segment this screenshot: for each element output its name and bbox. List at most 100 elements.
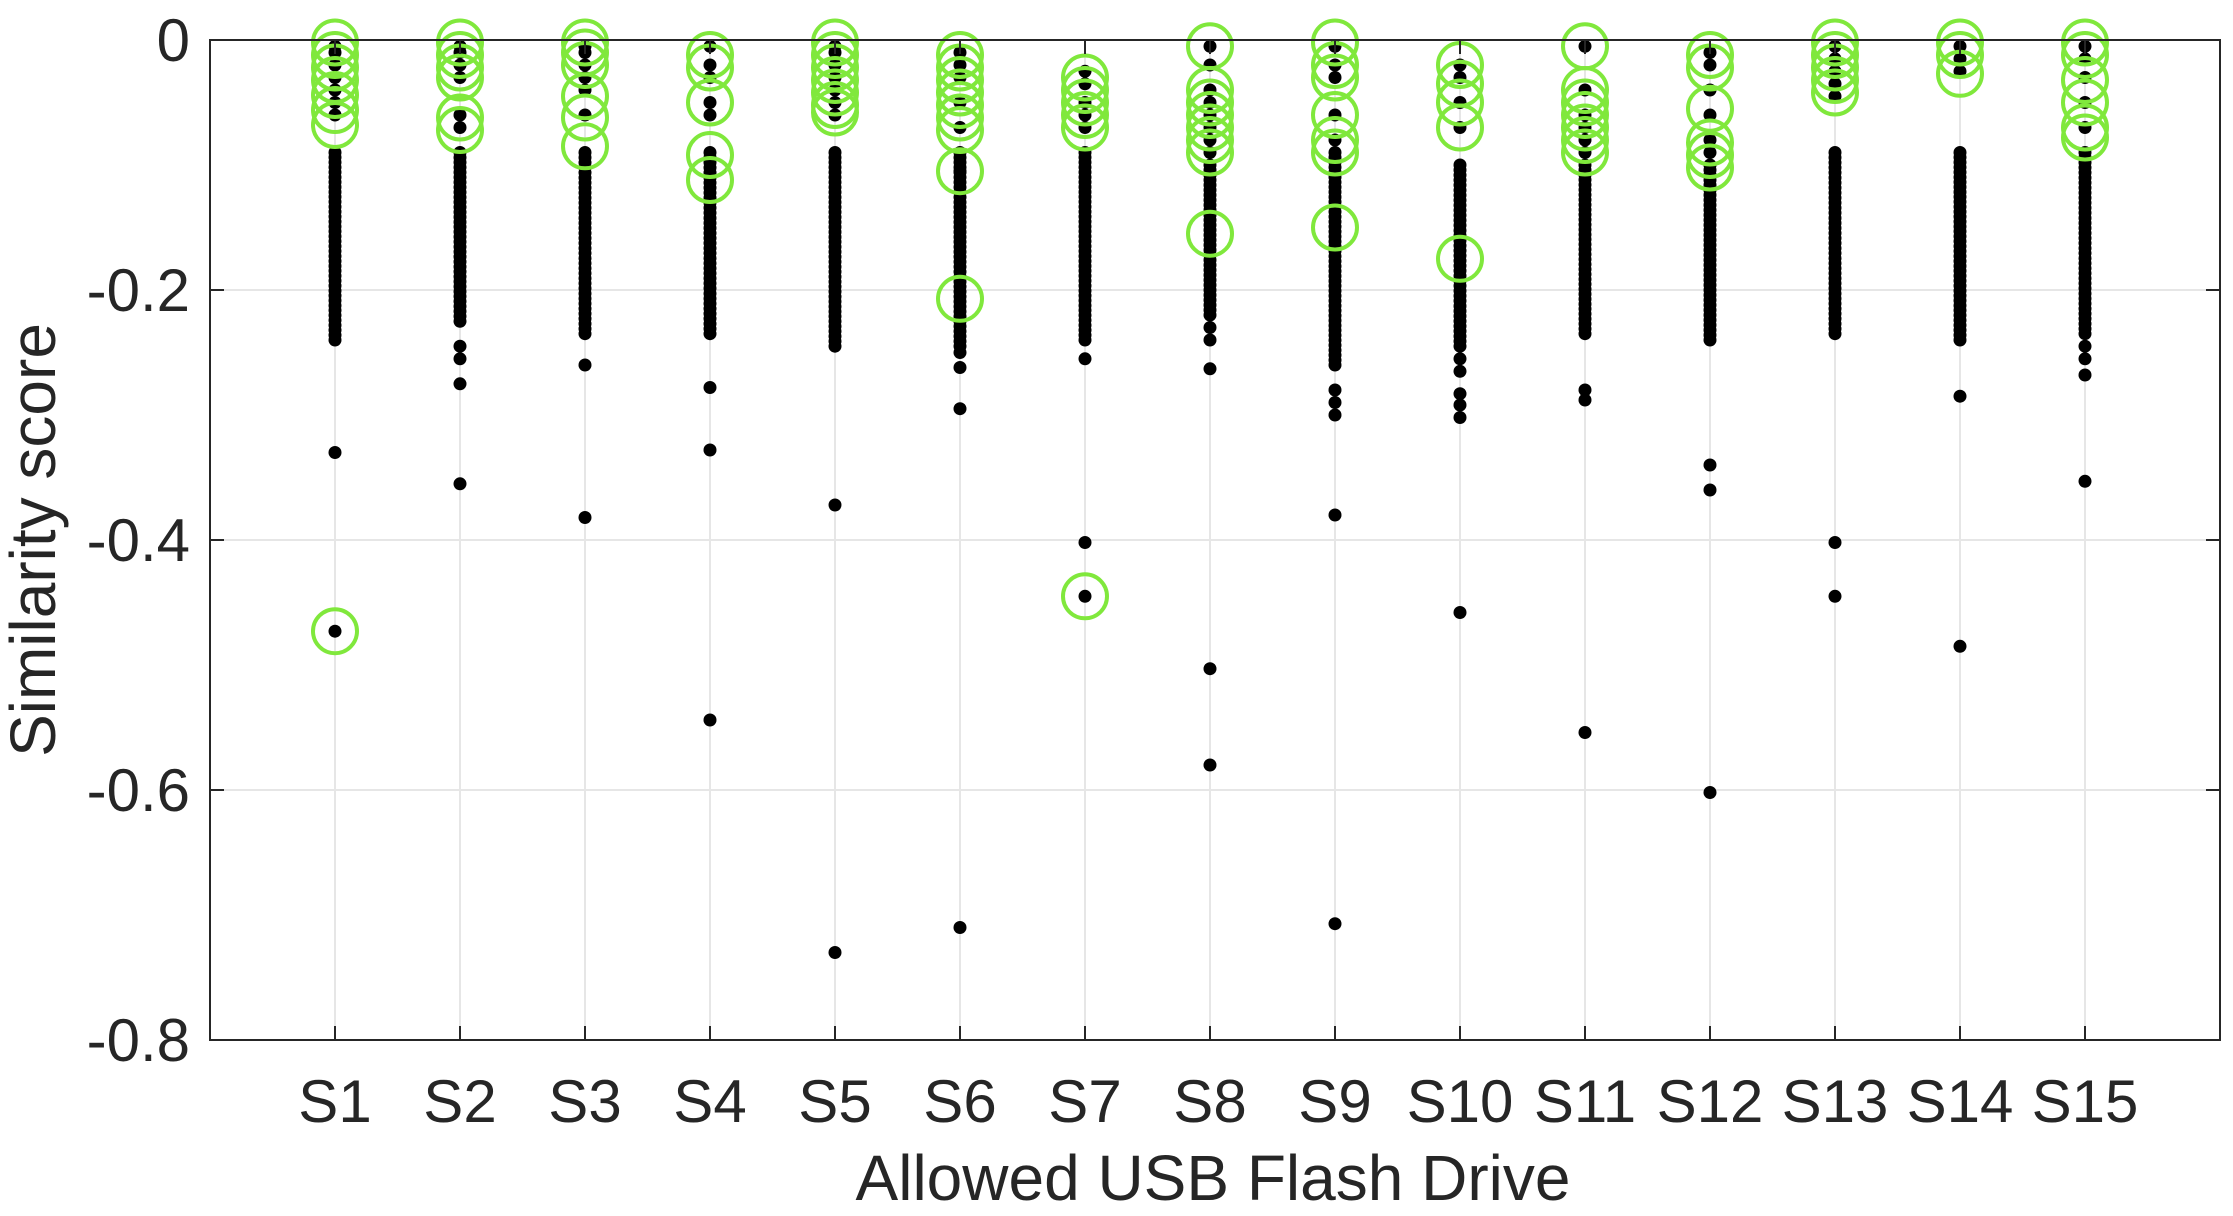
- x-tick-label: S5: [798, 1068, 871, 1135]
- highlight-circle: [1436, 78, 1484, 127]
- data-point: [1703, 786, 1717, 799]
- highlight-circle: [1311, 53, 1359, 102]
- highlight-circle: [1186, 66, 1234, 114]
- y-tick-label: -0.6: [87, 757, 190, 824]
- data-point: [2078, 352, 2092, 366]
- highlight-circle: [936, 274, 984, 323]
- data-point: [328, 624, 342, 638]
- x-tick-label: S7: [1048, 1068, 1121, 1135]
- data-point: [1078, 352, 1092, 366]
- data-point: [1828, 89, 1842, 103]
- highlight-circle: [1186, 116, 1234, 164]
- data-point: [578, 511, 592, 524]
- x-tick-label: S13: [1782, 1068, 1889, 1135]
- data-point: [1578, 383, 1592, 397]
- data-point: [578, 358, 592, 372]
- highlight-circle: [311, 71, 359, 119]
- highlight-circle: [311, 101, 359, 149]
- highlight-circle: [561, 18, 609, 67]
- highlight-circle: [1311, 116, 1359, 164]
- highlight-circle: [1686, 31, 1734, 79]
- highlight-circle: [1311, 128, 1359, 177]
- data-point: [1203, 662, 1217, 676]
- x-tick-label: S2: [423, 1068, 496, 1135]
- data-point: [1453, 352, 1467, 366]
- data-point: [703, 96, 717, 109]
- x-tick-label: S8: [1173, 1068, 1246, 1135]
- data-point: [953, 164, 967, 178]
- highlight-circle: [1936, 18, 1984, 67]
- highlight-circle: [811, 31, 859, 79]
- highlight-circle: [2061, 56, 2109, 104]
- highlight-circle: [1061, 78, 1109, 127]
- highlight-circle: [1186, 91, 1234, 139]
- highlight-circle: [936, 31, 984, 79]
- highlight-circle: [936, 56, 984, 104]
- data-point: [1953, 146, 1967, 159]
- data-point: [1953, 64, 1967, 78]
- axes: [209, 39, 2221, 1041]
- y-tick-label: -0.4: [87, 507, 190, 574]
- data-point: [1703, 458, 1717, 472]
- data-point: [1828, 77, 1842, 91]
- y-tick-label: -0.2: [87, 257, 190, 324]
- data-point: [828, 946, 842, 959]
- data-point: [1328, 71, 1342, 84]
- data-point: [453, 352, 467, 366]
- highlight-circle: [1436, 234, 1484, 283]
- highlight-circle: [936, 147, 984, 196]
- data-point: [2078, 339, 2092, 353]
- highlight-circle: [1311, 18, 1359, 67]
- x-tick-label: S14: [1907, 1068, 2014, 1135]
- data-point: [2078, 474, 2092, 488]
- data-point: [1703, 58, 1717, 72]
- data-point: [1578, 393, 1592, 407]
- data-point: [453, 377, 467, 391]
- data-point: [328, 446, 342, 459]
- highlight-circle: [1561, 78, 1609, 127]
- highlight-circle: [436, 31, 484, 79]
- highlight-circle: [1686, 143, 1734, 192]
- data-point: [1953, 52, 1967, 66]
- data-point: [1453, 158, 1467, 172]
- highlight-circle: [1186, 78, 1234, 127]
- highlight-circle: [2061, 78, 2109, 127]
- highlight-circle: [1311, 203, 1359, 252]
- x-tick-label: S15: [2032, 1068, 2139, 1135]
- data-point: [953, 921, 967, 934]
- data-point: [2078, 368, 2092, 382]
- data-point: [1078, 589, 1092, 603]
- highlight-circle: [1061, 66, 1109, 114]
- highlight-circle: [686, 131, 734, 179]
- x-tick-label: S12: [1657, 1068, 1764, 1135]
- x-tick-label: S6: [923, 1068, 996, 1135]
- x-tick-label: S10: [1407, 1068, 1514, 1135]
- x-axis-label: Allowed USB Flash Drive: [856, 1142, 1571, 1214]
- highlight-circle: [1561, 91, 1609, 139]
- highlight-circle: [1186, 209, 1234, 258]
- highlight-circle: [1686, 131, 1734, 179]
- data-point: [953, 58, 967, 72]
- x-tick-label: S4: [673, 1068, 746, 1135]
- data-point: [1453, 387, 1467, 401]
- data-point: [1953, 639, 1967, 653]
- y-tick-label: 0: [157, 7, 190, 74]
- data-point: [1203, 362, 1217, 376]
- highlight-circle: [811, 68, 859, 117]
- highlight-circle: [311, 18, 359, 67]
- highlight-circle: [1561, 103, 1609, 152]
- highlight-circle: [561, 72, 609, 121]
- highlight-circle: [1061, 103, 1109, 152]
- highlight-circle: [436, 93, 484, 142]
- data-point: [1953, 389, 1967, 403]
- data-point: [1453, 364, 1467, 378]
- x-tick-label: S3: [548, 1068, 621, 1135]
- highlight-circle: [811, 56, 859, 104]
- data-point: [1453, 606, 1467, 619]
- data-point: [1828, 536, 1842, 549]
- data-point: [953, 346, 967, 359]
- data-point: [703, 713, 717, 727]
- highlight-circle: [811, 88, 859, 137]
- data-point: [703, 146, 717, 159]
- data-point: [1828, 146, 1842, 159]
